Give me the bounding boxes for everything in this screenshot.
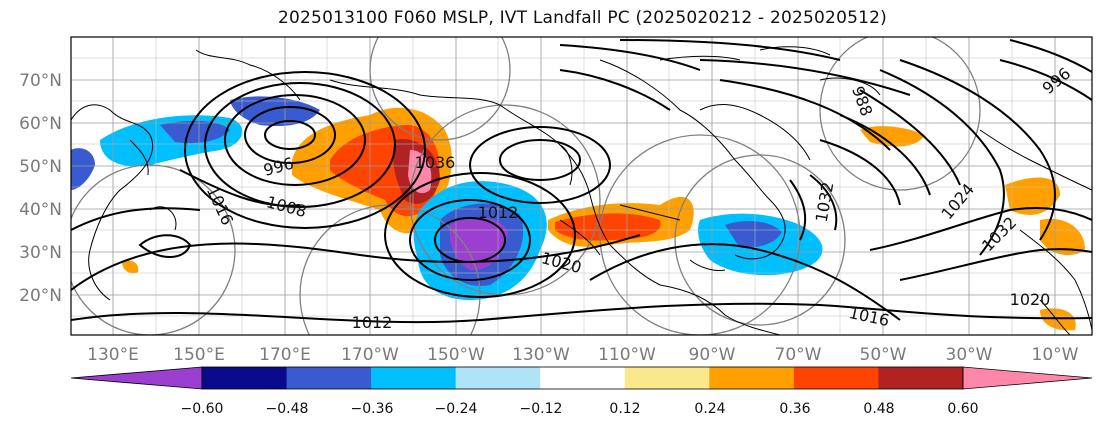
map-frame xyxy=(70,36,1093,336)
colorbar-tick-label: 0.48 xyxy=(863,401,894,417)
graticule xyxy=(71,37,1092,335)
colorbar-tick-labels: −0.60 −0.48 −0.36 −0.24 −0.12 0.12 0.24 … xyxy=(181,401,979,417)
longitude-label: 150°E xyxy=(173,345,225,365)
chart-title: 2025013100 F060 MSLP, IVT Landfall PC (2… xyxy=(278,8,887,28)
map-background xyxy=(71,37,1092,335)
latitude-label: 60°N xyxy=(19,114,62,134)
longitude-label: 50°W xyxy=(860,345,907,365)
latitude-label: 30°N xyxy=(19,243,62,263)
colorbar-tick-label: 0.12 xyxy=(609,401,640,417)
colorbar-tick-label: −0.48 xyxy=(266,401,309,417)
longitude-label: 70°W xyxy=(775,345,822,365)
colorbar-segment xyxy=(878,367,964,389)
latitude-label: 50°N xyxy=(19,157,62,177)
latitude-label: 70°N xyxy=(19,71,62,91)
colorbar-tick-label: −0.12 xyxy=(520,401,563,417)
colorbar-tick-label: 0.24 xyxy=(694,401,725,417)
isobar-label: 1012 xyxy=(478,203,519,222)
mslp-isobars xyxy=(71,39,1092,324)
latitude-label: 40°N xyxy=(19,200,62,220)
colorbar-segment xyxy=(202,367,288,389)
longitude-label: 130°E xyxy=(87,345,139,365)
longitude-label: 170°W xyxy=(341,345,399,365)
colorbar-segment xyxy=(624,367,710,389)
colorbar-segment xyxy=(540,367,626,389)
colorbar-segment xyxy=(709,367,795,389)
colorbar-segment xyxy=(455,367,541,389)
longitude-label: 170°E xyxy=(259,345,311,365)
isobar-label: 1036 xyxy=(415,153,456,172)
colorbar-segment xyxy=(286,367,372,389)
colorbar-frame xyxy=(201,366,964,390)
longitude-label: 150°W xyxy=(427,345,485,365)
colorbar-tick-label: −0.24 xyxy=(435,401,478,417)
colorbar xyxy=(70,366,1093,390)
longitude-label: 10°W xyxy=(1032,345,1079,365)
isobar-label: 1012 xyxy=(352,313,393,332)
longitude-axis: 130°E 150°E 170°E 170°W 150°W 130°W 110°… xyxy=(87,345,1079,365)
colorbar-extend-min xyxy=(70,366,203,390)
latitude-axis: 70°N 60°N 50°N 40°N 30°N 20°N xyxy=(19,71,62,306)
range-rings xyxy=(71,37,981,335)
isobar-label: 1020 xyxy=(1010,290,1051,309)
longitude-label: 90°W xyxy=(689,345,736,365)
colorbar-tick-label: 0.36 xyxy=(779,401,810,417)
longitude-label: 30°W xyxy=(946,345,993,365)
colorbar-tick-label: −0.36 xyxy=(351,401,394,417)
colorbar-segment xyxy=(793,367,879,389)
coastlines xyxy=(71,46,1092,335)
colorbar-tick-label: −0.60 xyxy=(181,401,224,417)
longitude-label: 110°W xyxy=(598,345,656,365)
colorbar-segment xyxy=(371,367,457,389)
colorbar-tick-label: 0.60 xyxy=(947,401,978,417)
colorbar-extend-max xyxy=(962,366,1093,390)
longitude-label: 130°W xyxy=(512,345,570,365)
latitude-label: 20°N xyxy=(19,286,62,306)
